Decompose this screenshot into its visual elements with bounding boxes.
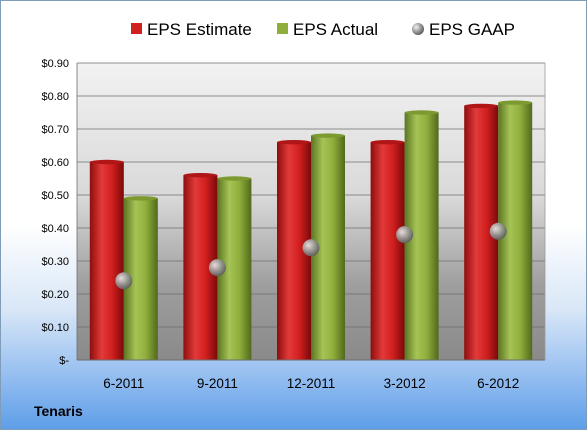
estimate-bar-top	[89, 159, 124, 165]
x-tick-label: 6-2011	[103, 376, 144, 391]
y-tick-label: $-	[59, 355, 69, 367]
legend-swatch	[131, 23, 142, 34]
x-axis: 6-2011 9-2011 12-2011 3-2012 6-2012	[77, 359, 545, 391]
company-name: Tenaris	[34, 403, 83, 419]
estimate-bar	[370, 142, 405, 360]
actual-bar-top	[123, 196, 158, 201]
actual-bar-top	[217, 176, 252, 181]
gaap-marker	[208, 259, 226, 277]
x-tick-label: 3-2012	[384, 376, 426, 391]
y-tick-label: $0.30	[41, 256, 69, 268]
legend-label: EPS Actual	[293, 20, 378, 39]
estimate-bar-top	[464, 103, 499, 109]
estimate-bar	[89, 162, 124, 360]
y-tick-label: $0.10	[41, 322, 69, 334]
estimate-bar-top	[183, 173, 218, 178]
gaap-marker	[489, 222, 507, 240]
y-tick-label: $0.60	[41, 157, 69, 169]
legend-label: EPS Estimate	[147, 20, 252, 39]
markers	[115, 222, 507, 290]
y-tick-label: $0.80	[41, 91, 69, 103]
legend-swatch	[412, 23, 424, 35]
gaap-marker	[396, 226, 414, 244]
y-tick-label: $0.90	[41, 58, 69, 70]
gaap-marker	[302, 239, 320, 257]
y-axis: $- $0.10 $0.20 $0.30 $0.40 $0.50 $0.60 $0.70 $0.…	[41, 58, 546, 367]
estimate-bar-top	[370, 140, 405, 145]
actual-bar-top	[311, 133, 345, 138]
legend-swatch	[277, 23, 288, 34]
y-tick-label: $0.40	[41, 223, 69, 235]
estimate-bar-top	[277, 140, 311, 145]
y-tick-label: $0.50	[41, 190, 69, 202]
gaap-marker	[115, 272, 133, 290]
actual-bar-top	[404, 110, 439, 115]
x-tick-label: 12-2011	[287, 376, 336, 391]
x-tick-label: 9-2011	[197, 376, 238, 391]
y-tick-label: $0.70	[41, 124, 69, 136]
legend-label: EPS GAAP	[429, 20, 515, 39]
x-tick-label: 6-2012	[477, 376, 519, 391]
actual-bar-top	[498, 100, 533, 105]
y-tick-label: $0.20	[41, 289, 69, 301]
legend: EPS Estimate EPS Actual EPS GAAP	[131, 20, 515, 39]
